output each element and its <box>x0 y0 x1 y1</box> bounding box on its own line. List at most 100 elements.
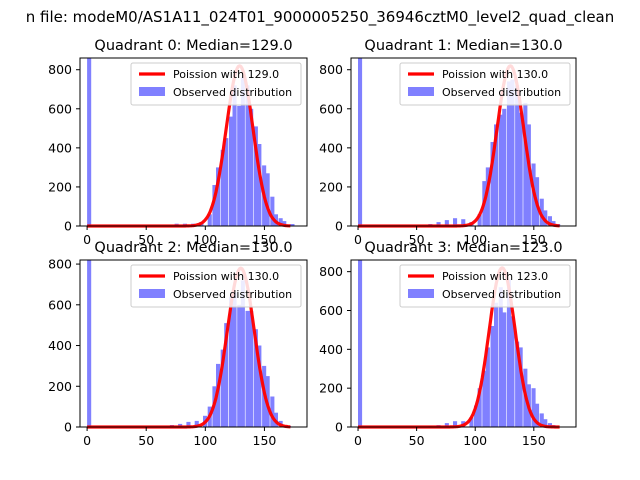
legend-label: Poission with 130.0 <box>442 68 548 81</box>
histogram-bar <box>518 347 523 427</box>
histogram-bar <box>232 85 237 226</box>
y-tick-label: 0 <box>64 420 72 435</box>
legend-patch-swatch <box>139 87 165 96</box>
chart-panel-1: Quadrant 1: Median=130.0 0 50 100 150 0 200 400… <box>319 38 577 247</box>
histogram-bar <box>510 316 515 427</box>
y-tick-label: 600 <box>319 303 343 318</box>
legend-label: Observed distribution <box>442 86 561 99</box>
legend-box <box>399 62 571 106</box>
histogram-bar <box>485 347 490 427</box>
histogram-bar <box>249 310 254 427</box>
y-tick-label: 800 <box>319 62 343 77</box>
histogram-bar <box>469 417 474 427</box>
y-tick-label: 400 <box>48 140 72 155</box>
y-tick-label: 400 <box>319 342 343 357</box>
histogram-bar <box>220 349 225 427</box>
histogram-bar <box>249 108 254 226</box>
x-tick-label: 150 <box>253 433 277 448</box>
x-tick-label: 100 <box>193 232 217 247</box>
histogram-bar <box>461 219 466 226</box>
histogram-bar <box>220 149 225 226</box>
histogram-bar <box>474 405 479 427</box>
x-tick-label: 50 <box>138 433 154 448</box>
histogram-bar <box>282 221 287 226</box>
histogram-bar <box>535 403 540 427</box>
x-tick-label: 50 <box>409 433 425 448</box>
histogram-bar <box>237 304 242 427</box>
chart-panel-2: Quadrant 2: Median=130.0 0 50 100 150 0 200 400… <box>48 240 308 448</box>
legend: Poission with 130.0 Observed distribution <box>130 264 302 308</box>
axes-frame <box>350 57 577 227</box>
x-tick-label: 100 <box>193 433 217 448</box>
y-tick-label: 0 <box>335 219 343 234</box>
y-tick-label: 600 <box>48 297 72 312</box>
histogram-bar <box>515 341 520 427</box>
chart-panel-0: Quadrant 0: Median=129.0 0 50 100 150 0 200 400… <box>48 38 308 247</box>
y-tick-label: 200 <box>48 379 72 394</box>
y-tick-label: 800 <box>319 264 343 279</box>
legend-box <box>130 264 302 308</box>
histogram-bar <box>212 185 217 226</box>
histogram-bar <box>436 222 441 226</box>
x-tick-label: 0 <box>354 232 362 247</box>
histogram-bar <box>453 218 458 226</box>
panel-title: Quadrant 3: Median=123.0 <box>364 240 562 256</box>
histogram-bar <box>526 124 531 226</box>
histogram-bar <box>510 79 515 226</box>
legend: Poission with 123.0 Observed distribution <box>399 264 571 308</box>
y-tick-label: 0 <box>64 219 72 234</box>
histogram-bar <box>216 167 221 226</box>
histogram-bar <box>539 413 544 427</box>
histogram-bar <box>444 220 449 226</box>
histogram-bar <box>245 85 250 226</box>
histogram-bar <box>265 173 270 226</box>
legend-patch-swatch <box>408 289 434 298</box>
histogram-bar <box>498 114 503 226</box>
legend: Poission with 129.0 Observed distribution <box>130 62 302 106</box>
histogram-bar <box>186 421 191 427</box>
x-tick-label: 50 <box>409 232 425 247</box>
x-tick-label: 100 <box>463 433 487 448</box>
histogram-bar <box>224 323 229 427</box>
histogram-bar <box>229 296 234 427</box>
histogram-bar <box>87 260 92 427</box>
histogram-bar <box>515 85 520 226</box>
histogram-bar <box>194 420 199 427</box>
y-tick-label: 800 <box>48 257 72 272</box>
y-tick-label: 400 <box>319 140 343 155</box>
histogram-bar <box>270 196 275 226</box>
histogram-bar <box>229 116 234 226</box>
panel-title: Quadrant 2: Median=130.0 <box>94 240 292 256</box>
histogram-bar <box>207 214 212 226</box>
histogram-bar <box>547 423 552 427</box>
x-tick-label: 0 <box>83 232 91 247</box>
legend: Poission with 130.0 Observed distribution <box>399 62 571 106</box>
histogram-bar <box>502 108 507 226</box>
histogram-bar <box>278 218 283 226</box>
histogram-bar <box>543 419 548 427</box>
legend-label: Poission with 129.0 <box>173 68 279 81</box>
legend-box <box>130 62 302 106</box>
y-tick-label: 0 <box>335 420 343 435</box>
histogram-bar <box>87 58 92 226</box>
histogram-bar <box>253 329 258 427</box>
legend-label: Observed distribution <box>442 288 561 301</box>
legend-label: Observed distribution <box>173 86 292 99</box>
histogram-bar <box>270 396 275 427</box>
y-tick-label: 200 <box>319 381 343 396</box>
x-tick-label: 150 <box>522 232 546 247</box>
histogram-bar <box>240 77 245 226</box>
x-tick-label: 0 <box>354 433 362 448</box>
histogram-bar <box>523 102 528 226</box>
histogram-bar <box>245 310 250 427</box>
histogram-bar <box>490 326 495 427</box>
histogram-bar <box>506 279 511 427</box>
histogram-bar <box>547 216 552 226</box>
histogram-bar <box>531 388 536 427</box>
legend-label: Poission with 130.0 <box>173 270 279 283</box>
legend-box <box>399 264 571 308</box>
x-tick-label: 150 <box>253 232 277 247</box>
y-tick-label: 600 <box>319 101 343 116</box>
axes-frame <box>350 259 577 428</box>
histogram-bar <box>477 388 482 427</box>
